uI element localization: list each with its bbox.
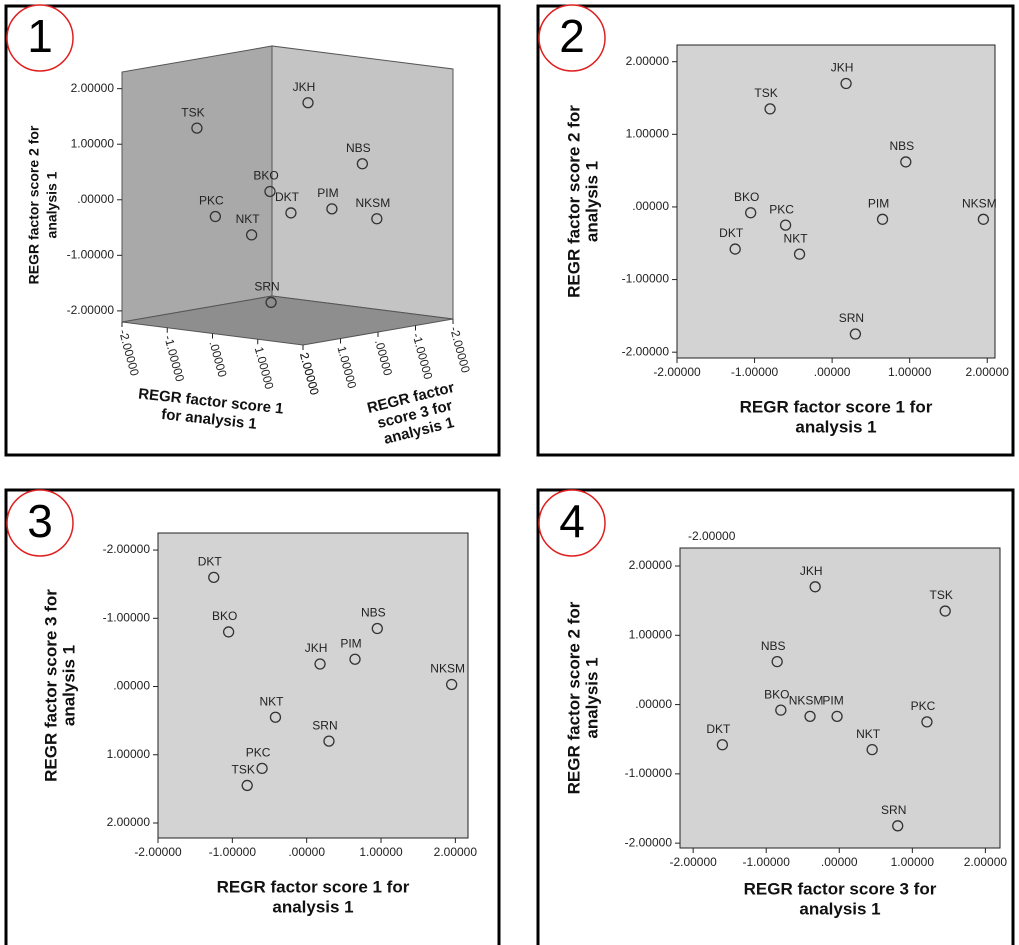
y-tick-label: .00000 — [77, 192, 114, 206]
panel-number: 1 — [27, 10, 53, 62]
point-label: PKC — [199, 194, 224, 208]
x-tick-label: -2.00000 — [134, 845, 182, 859]
x-tick-label: 1.00000 — [359, 845, 403, 859]
point-label: NBS — [346, 141, 371, 155]
y-tick-label: 2.00000 — [71, 81, 115, 95]
point-label: NKSM — [430, 662, 465, 676]
x-tick-label: 2.00000 — [434, 845, 478, 859]
point-label: BKO — [212, 609, 237, 623]
y-axis-label: REGR factor score 2 for — [564, 601, 583, 794]
x-tick-label: -1.00000 — [743, 855, 791, 869]
y-axis-label: REGR factor score 3 for — [41, 589, 60, 782]
x-tick-label: .00000 — [814, 365, 851, 379]
point-label: DKT — [719, 226, 744, 240]
x-axis-label: REGR factor score 3 for — [744, 879, 937, 898]
panel-number: 4 — [559, 495, 585, 547]
y-axis-label: analysis 1 — [582, 161, 601, 242]
point-label: PIM — [340, 636, 361, 650]
y-axis-label: analysis 1 — [582, 657, 601, 738]
y-tick-label: -2.00000 — [67, 303, 115, 317]
y-axis-label: REGR factor score 2 for — [564, 105, 583, 298]
annotation: -2.00000 — [688, 529, 736, 543]
point-label: DKT — [706, 722, 731, 736]
x-axis-label: analysis 1 — [795, 417, 876, 436]
y-tick-label: 1.00000 — [626, 126, 670, 140]
y-axis-label: analysis 1 — [59, 645, 78, 726]
point-label: BKO — [764, 687, 789, 701]
point-label: NKSM — [356, 196, 391, 210]
x-tick-label: -2.00000 — [669, 855, 717, 869]
panel-number: 3 — [27, 495, 53, 547]
point-label: SRN — [839, 311, 864, 325]
point-label: JKH — [800, 564, 823, 578]
point-label: PIM — [822, 694, 843, 708]
point-label: TSK — [232, 763, 255, 777]
point-label: DKT — [275, 190, 300, 204]
point-label: SRN — [881, 803, 906, 817]
point-label: NKT — [856, 727, 881, 741]
point-label: NBS — [889, 139, 914, 153]
y-tick-label: -1.00000 — [103, 610, 151, 624]
y-tick-label: -2.00000 — [622, 344, 670, 358]
point-label: TSK — [181, 105, 204, 119]
y-tick-label: 1.00000 — [629, 627, 673, 641]
y-tick-label: .00000 — [632, 199, 669, 213]
point-label: NKSM — [962, 196, 997, 210]
point-label: PKC — [246, 746, 271, 760]
point-label: NKSM — [789, 694, 824, 708]
point-label: PIM — [317, 186, 338, 200]
y-tick-label: 2.00000 — [626, 54, 670, 68]
point-label: NBS — [761, 639, 786, 653]
point-label: SRN — [312, 718, 337, 732]
y-tick-label: -1.00000 — [622, 272, 670, 286]
y-tick-label: -2.00000 — [625, 835, 673, 849]
x-axis-label: analysis 1 — [799, 899, 880, 918]
y-tick-label: 2.00000 — [629, 558, 673, 572]
point-label: PKC — [769, 202, 794, 216]
point-label: JKH — [293, 80, 316, 94]
x-tick-label: .00000 — [821, 855, 858, 869]
y-tick-label: 1.00000 — [107, 747, 151, 761]
point-label: NBS — [361, 606, 386, 620]
point-label: NKT — [784, 231, 809, 245]
y-tick-label: -1.00000 — [67, 248, 115, 262]
y-tick-label: -1.00000 — [625, 766, 673, 780]
x-axis-label: REGR factor score 1 for — [217, 877, 410, 896]
figure: -2.00000-1.00000.000001.000002.00000-2.0… — [0, 0, 1019, 945]
y-tick-label: .00000 — [635, 697, 672, 711]
point-label: JKH — [305, 641, 328, 655]
y-tick-label: 2.00000 — [107, 815, 151, 829]
x-tick-label: -2.00000 — [653, 365, 701, 379]
point-label: SRN — [254, 280, 279, 294]
x-tick-label: -1.00000 — [209, 845, 257, 859]
x-axis-label: analysis 1 — [272, 897, 353, 916]
x-tick-label: 2.00000 — [964, 855, 1008, 869]
x-tick-label: 2.00000 — [966, 365, 1010, 379]
point-label: TSK — [754, 86, 777, 100]
y-tick-label: 1.00000 — [71, 136, 115, 150]
point-label: NKT — [236, 212, 261, 226]
point-label: NKT — [259, 694, 284, 708]
panel-number: 2 — [559, 10, 585, 62]
point-label: DKT — [198, 555, 223, 569]
y-tick-label: .00000 — [113, 679, 150, 693]
point-label: BKO — [253, 169, 278, 183]
point-label: PKC — [911, 699, 936, 713]
y-axis-label: REGR factor score 2 for — [26, 125, 42, 284]
x-tick-label: -1.00000 — [731, 365, 779, 379]
x-tick-label: .00000 — [288, 845, 325, 859]
point-label: PIM — [868, 196, 889, 210]
left-wall — [122, 46, 272, 322]
x-tick-label: 1.00000 — [891, 855, 935, 869]
point-label: JKH — [831, 61, 854, 75]
point-label: BKO — [734, 190, 759, 204]
plot-area — [158, 533, 468, 838]
point-label: TSK — [930, 588, 953, 602]
x-tick-label: 1.00000 — [888, 365, 932, 379]
x-axis-label: REGR factor score 1 for — [740, 397, 933, 416]
y-tick-label: -2.00000 — [103, 542, 151, 556]
y-axis-label: analysis 1 — [44, 171, 60, 238]
plot-area — [677, 45, 995, 358]
